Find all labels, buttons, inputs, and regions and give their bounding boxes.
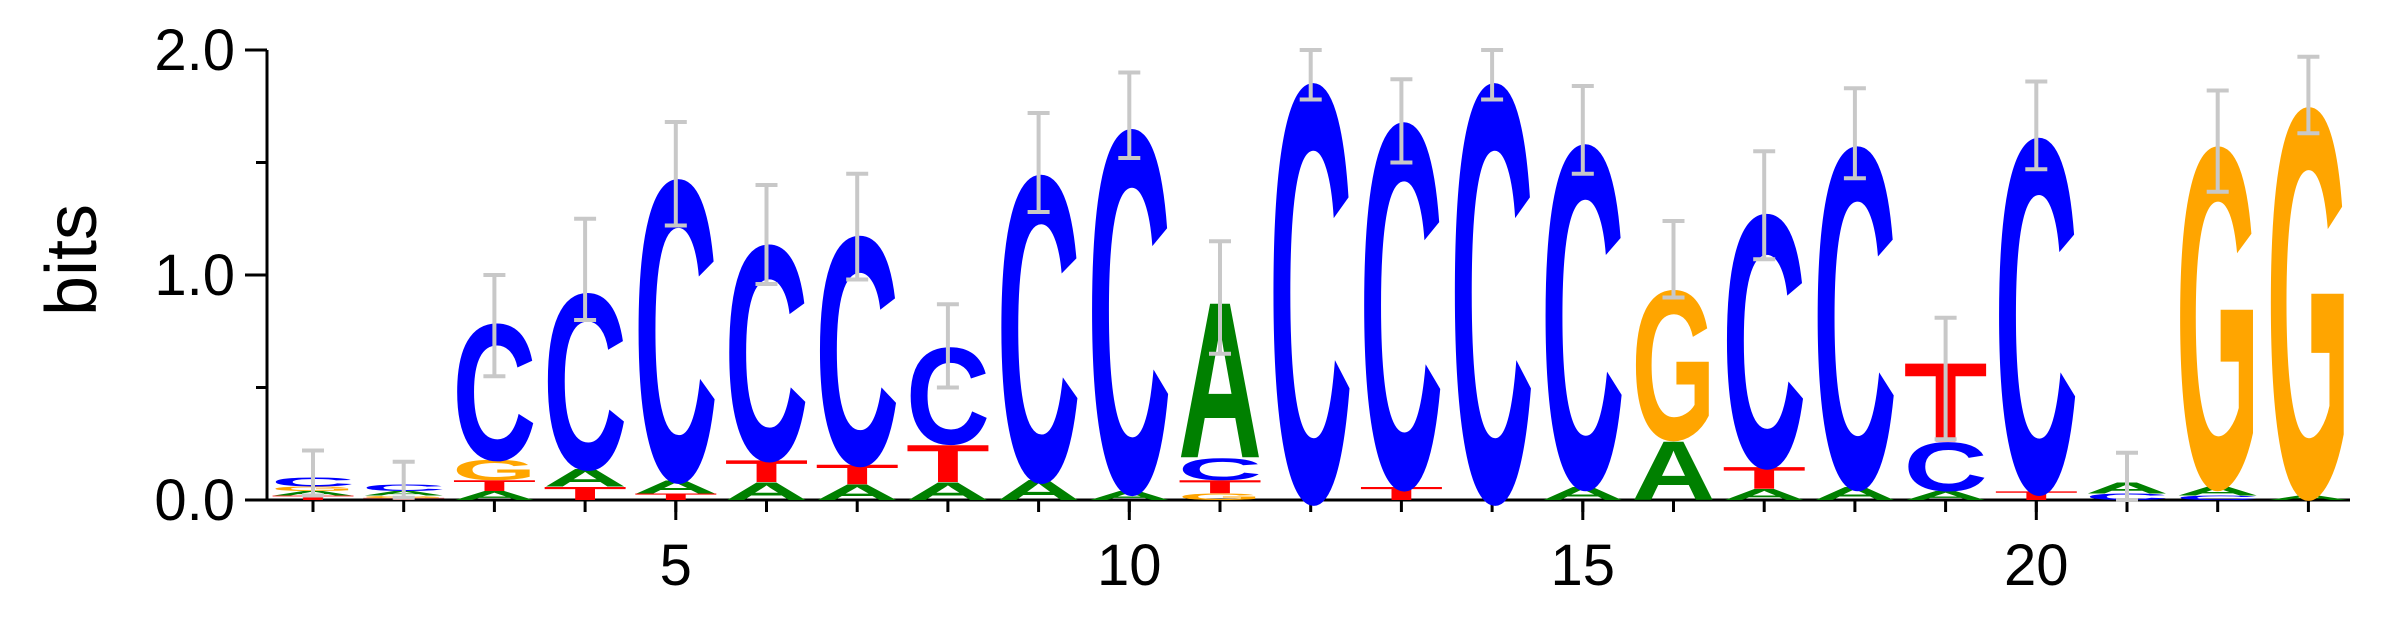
logo-letter-a: A <box>724 477 808 505</box>
logo-letter-t: T <box>1722 461 1806 496</box>
logo-letter-a: A <box>1904 489 1988 503</box>
logo-letter-t: T <box>271 494 355 501</box>
logo-letter-a: A <box>2176 484 2260 498</box>
logo-letter-c: C <box>1904 429 1988 506</box>
logo-letter-a: A <box>997 474 1081 506</box>
logo-letter-a: A <box>1087 489 1171 503</box>
y-tick-label: 1.0 <box>154 243 235 308</box>
logo-letter-a: A <box>815 480 899 505</box>
logo-letter-g: G <box>1178 492 1262 502</box>
y-tick-label: 0.0 <box>154 468 235 533</box>
logo-letter-a: A <box>1631 423 1715 518</box>
axes: 0.0 1.0 2.0 5 10 15 20 <box>154 18 2350 598</box>
x-tick-label: 5 <box>660 533 692 598</box>
logo-letter-t: T <box>452 477 536 495</box>
logo-letter-t: T <box>906 434 990 493</box>
logo-letter-c: C <box>1178 452 1262 487</box>
x-tick-label: 10 <box>1097 533 1162 598</box>
logo-letter-a: A <box>452 489 536 503</box>
y-axis-label: bits <box>32 204 112 316</box>
logo-letter-a: A <box>543 464 627 492</box>
x-tick-label: 15 <box>1551 533 1616 598</box>
logo-letter-g: G <box>452 454 536 486</box>
error-bars <box>302 48 2320 502</box>
logo-letter-a: A <box>1813 483 1897 504</box>
logo-letter-a: A <box>634 476 718 497</box>
logo-letter-t: T <box>1178 476 1262 497</box>
logo-letter-t: T <box>543 483 627 504</box>
x-tick-label: 20 <box>2004 533 2069 598</box>
logo-letter-t: T <box>634 491 718 502</box>
logo-letter-t: T <box>1359 483 1443 504</box>
logo-letter-a: A <box>906 477 990 505</box>
logo-letter-a: A <box>1541 483 1625 504</box>
y-tick-label: 2.0 <box>154 18 235 83</box>
logo-letter-c: C <box>2176 494 2260 501</box>
logo-letter-a: A <box>1722 486 1806 504</box>
logo-letter-c: C <box>1450 0 1534 617</box>
logo-letter-t: T <box>1994 489 2078 503</box>
logo-letter-c: C <box>1269 0 1353 617</box>
logo-letter-a: A <box>2266 494 2350 501</box>
logo-letter-t: T <box>725 454 809 489</box>
logo-letter-t: T <box>815 459 899 491</box>
